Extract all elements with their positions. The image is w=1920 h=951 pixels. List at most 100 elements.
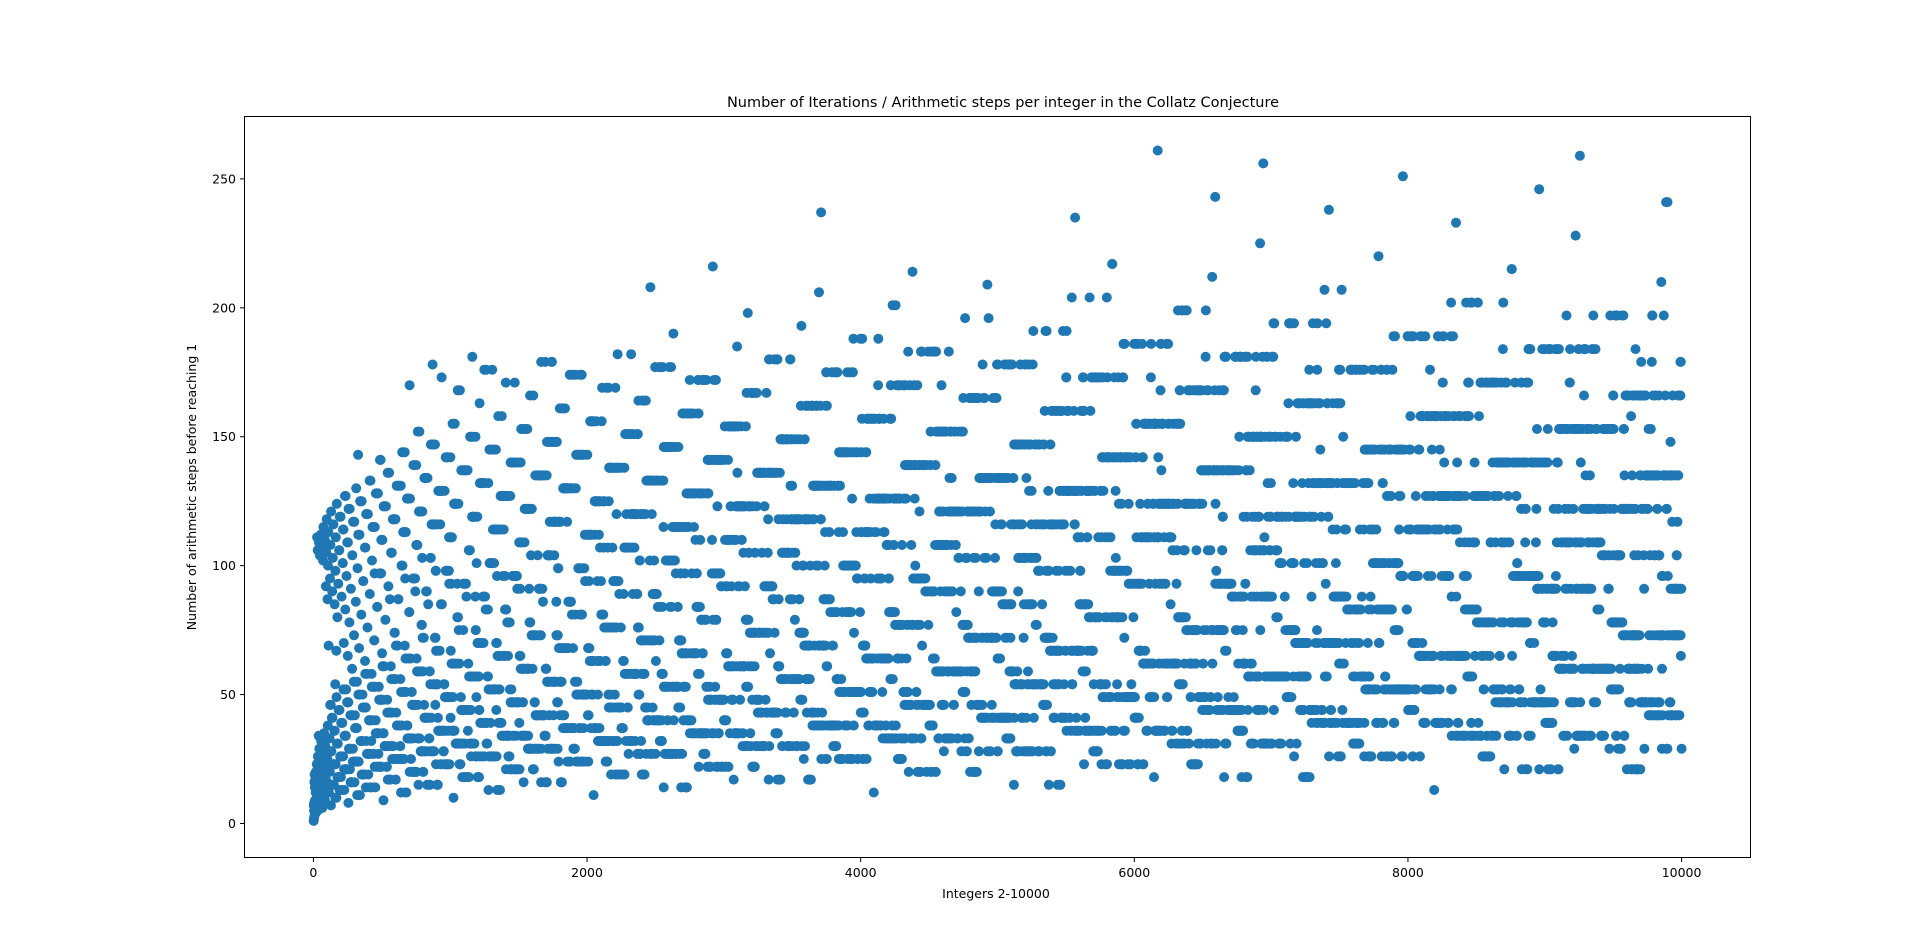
- data-point: [950, 540, 961, 550]
- data-point: [1112, 679, 1123, 690]
- data-point: [483, 785, 494, 795]
- data-point: [349, 777, 360, 788]
- data-point: [890, 720, 901, 731]
- data-point: [412, 540, 423, 550]
- data-point: [356, 609, 367, 620]
- data-point: [1323, 511, 1334, 522]
- data-point: [629, 542, 640, 553]
- data-point: [338, 638, 349, 648]
- data-point: [356, 496, 367, 507]
- data-point: [849, 627, 859, 638]
- data-point: [541, 470, 552, 481]
- data-point: [858, 707, 869, 718]
- data-point: [1237, 625, 1248, 636]
- data-point: [528, 764, 539, 775]
- data-point: [339, 785, 350, 795]
- data-point: [1312, 364, 1323, 375]
- data-point: [537, 583, 548, 594]
- data-point: [1244, 465, 1255, 476]
- data-point: [381, 761, 392, 772]
- data-point: [723, 454, 733, 465]
- data-point: [1027, 359, 1038, 370]
- data-point: [417, 506, 428, 517]
- data-point: [634, 689, 645, 700]
- data-point: [343, 697, 354, 708]
- data-point: [439, 679, 450, 690]
- data-point: [335, 772, 346, 783]
- data-point: [618, 589, 629, 599]
- data-point: [1166, 532, 1177, 543]
- data-point: [711, 614, 722, 625]
- data-point: [333, 578, 344, 589]
- data-point: [1267, 591, 1277, 602]
- data-point: [400, 573, 411, 584]
- data-point: [489, 558, 500, 569]
- data-point: [1043, 485, 1054, 496]
- data-point: [1228, 692, 1239, 703]
- data-point: [1354, 738, 1365, 749]
- data-point: [458, 625, 469, 636]
- data-point: [351, 723, 362, 734]
- data-point: [903, 346, 914, 357]
- data-point: [707, 261, 718, 272]
- data-point: [354, 643, 365, 654]
- data-point: [1306, 591, 1317, 602]
- data-point: [560, 403, 570, 414]
- data-point: [347, 743, 358, 754]
- data-point: [367, 555, 377, 566]
- data-point: [1356, 591, 1367, 602]
- data-point: [487, 364, 498, 375]
- data-point: [804, 674, 815, 685]
- data-point: [385, 661, 396, 672]
- data-point: [617, 723, 628, 734]
- data-point: [995, 653, 1006, 664]
- data-point: [936, 380, 947, 391]
- data-point: [1021, 473, 1032, 483]
- data-point: [464, 545, 475, 556]
- data-point: [883, 653, 894, 664]
- data-point: [342, 650, 353, 661]
- data-point: [1291, 431, 1301, 442]
- data-point: [991, 393, 1002, 403]
- data-point: [380, 501, 391, 512]
- data-point: [1364, 671, 1375, 682]
- data-point: [790, 547, 801, 558]
- data-point: [759, 501, 770, 512]
- data-point: [785, 354, 796, 365]
- data-point: [336, 591, 347, 602]
- data-point: [1101, 292, 1112, 303]
- data-point: [541, 663, 552, 674]
- data-point: [496, 717, 507, 728]
- data-point: [471, 558, 482, 569]
- data-point: [369, 635, 380, 646]
- data-point: [1312, 625, 1322, 636]
- data-point: [773, 594, 784, 605]
- data-point: [1018, 632, 1029, 643]
- data-point: [815, 514, 826, 525]
- data-point: [430, 699, 441, 710]
- data-point: [1123, 498, 1134, 509]
- data-point: [610, 382, 621, 393]
- data-point: [650, 656, 661, 666]
- data-point: [960, 313, 971, 324]
- data-point: [1324, 751, 1335, 762]
- data-point: [824, 594, 835, 605]
- data-point: [666, 362, 677, 373]
- data-point: [436, 599, 447, 610]
- data-point: [798, 627, 809, 638]
- data-point: [1315, 444, 1326, 455]
- data-point: [375, 454, 386, 465]
- data-point: [380, 614, 391, 625]
- data-point: [340, 730, 351, 741]
- data-point: [1258, 705, 1269, 715]
- data-point: [930, 766, 941, 777]
- data-point: [1128, 612, 1139, 623]
- data-point: [360, 656, 370, 666]
- data-point: [329, 599, 340, 610]
- data-point: [496, 411, 507, 422]
- data-point: [566, 596, 576, 607]
- data-point: [828, 640, 838, 651]
- data-point: [903, 766, 914, 777]
- data-point: [1221, 738, 1232, 749]
- data-point: [1200, 305, 1211, 316]
